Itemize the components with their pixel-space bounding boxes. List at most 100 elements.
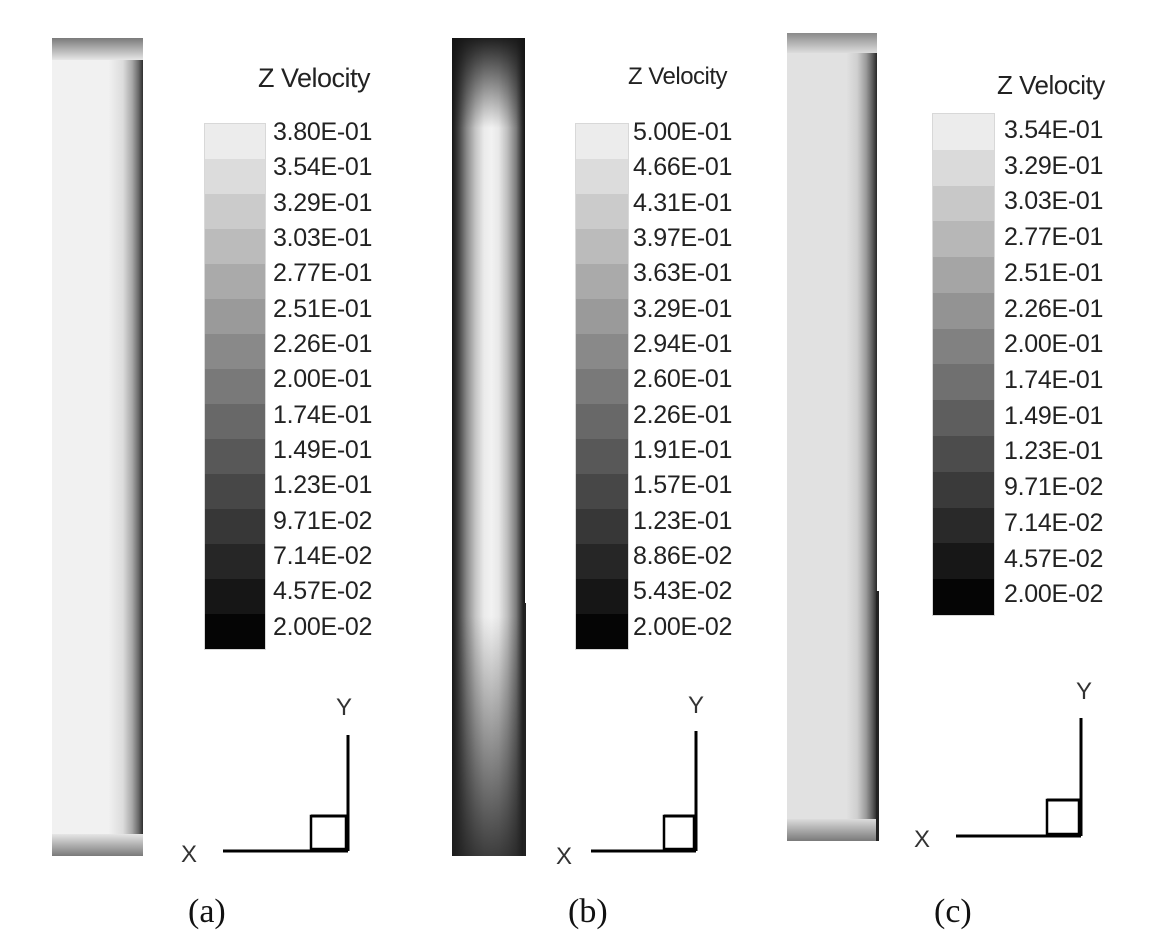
legend-color-band bbox=[933, 579, 994, 615]
legend-color-band bbox=[205, 159, 265, 194]
caption-b: (b) bbox=[568, 893, 608, 930]
legend-tick-label: 1.74E-01 bbox=[273, 400, 373, 429]
legend-ticks-a: 3.80E-01 3.54E-01 3.29E-01 3.03E-01 2.77E-01… bbox=[273, 120, 423, 650]
legend-color-band bbox=[205, 509, 265, 544]
legend-ticks-b: 5.00E-01 4.66E-01 4.31E-01 3.97E-01 3.63E-01… bbox=[633, 120, 763, 650]
legend-tick-label: 5.43E-02 bbox=[633, 577, 733, 606]
legend-color-band bbox=[576, 194, 628, 229]
legend-color-band bbox=[205, 579, 265, 614]
legend-color-band bbox=[933, 221, 994, 258]
legend-color-band bbox=[933, 292, 994, 329]
legend-color-band bbox=[205, 544, 265, 579]
legend-tick-label: 2.26E-01 bbox=[1004, 294, 1104, 323]
axis-label-x-c: X bbox=[914, 826, 931, 853]
legend-tick-label: 4.57E-02 bbox=[1004, 544, 1104, 573]
legend-color-band bbox=[933, 543, 994, 580]
legend-color-band bbox=[576, 509, 628, 544]
legend-tick-label: 3.03E-01 bbox=[273, 224, 373, 252]
legend-color-band bbox=[576, 369, 628, 404]
legend-tick-label: 1.49E-01 bbox=[1004, 401, 1104, 430]
legend-tick-label: 3.03E-01 bbox=[1004, 187, 1104, 216]
legend-tick-label: 4.57E-02 bbox=[273, 577, 373, 606]
legend-tick-label: 2.94E-01 bbox=[633, 330, 733, 358]
color-scale-bar-a bbox=[204, 123, 266, 650]
legend-color-band bbox=[205, 124, 265, 159]
contour-plot-a bbox=[52, 38, 143, 856]
contour-plot-c bbox=[787, 33, 879, 841]
legend-tick-label: 3.29E-01 bbox=[633, 294, 733, 323]
legend-color-band bbox=[576, 334, 628, 369]
legend-tick-label: 3.97E-01 bbox=[633, 224, 733, 252]
legend-tick-label: 3.29E-01 bbox=[273, 188, 373, 217]
legend-tick-label: 9.71E-02 bbox=[1004, 473, 1104, 502]
legend-tick-label: 1.57E-01 bbox=[633, 471, 733, 500]
axis-label-y-b: Y bbox=[688, 692, 705, 719]
legend-tick-label: 7.14E-02 bbox=[1004, 508, 1104, 537]
legend-color-band bbox=[933, 257, 994, 293]
contour-plot-b bbox=[452, 38, 526, 856]
legend-tick-label: 3.54E-01 bbox=[273, 153, 373, 182]
legend-tick-label: 3.63E-01 bbox=[633, 259, 733, 288]
legend-tick-label: 2.00E-02 bbox=[1004, 580, 1104, 609]
legend-color-band bbox=[576, 474, 628, 509]
legend-title-c: Z Velocity bbox=[997, 70, 1105, 100]
legend-color-band bbox=[933, 471, 994, 508]
legend-color-band bbox=[933, 149, 994, 186]
legend-tick-label: 5.00E-01 bbox=[633, 118, 733, 146]
legend-tick-label: 2.77E-01 bbox=[1004, 223, 1104, 252]
legend-tick-label: 1.23E-01 bbox=[273, 471, 373, 500]
legend-tick-label: 2.00E-02 bbox=[273, 612, 373, 641]
axis-label-y-a: Y bbox=[336, 694, 353, 721]
legend-color-band bbox=[205, 439, 265, 474]
axis-label-x-b: X bbox=[556, 843, 573, 870]
legend-color-band bbox=[933, 114, 994, 150]
legend-color-band bbox=[576, 124, 628, 159]
legend-color-band bbox=[205, 264, 265, 299]
legend-tick-label: 2.00E-02 bbox=[633, 612, 733, 641]
legend-tick-label: 2.51E-01 bbox=[1004, 258, 1104, 287]
legend-tick-label: 1.91E-01 bbox=[633, 436, 733, 464]
legend-tick-label: 2.26E-01 bbox=[633, 400, 733, 429]
legend-color-band bbox=[933, 364, 994, 401]
caption-a: (a) bbox=[188, 893, 226, 930]
legend-color-band bbox=[205, 229, 265, 264]
legend-color-band bbox=[576, 264, 628, 299]
legend-tick-label: 3.54E-01 bbox=[1004, 116, 1104, 144]
legend-color-band bbox=[205, 194, 265, 229]
legend-title-a: Z Velocity bbox=[258, 63, 371, 93]
legend-color-band bbox=[933, 400, 994, 437]
legend-tick-label: 4.66E-01 bbox=[633, 153, 733, 182]
legend-color-band bbox=[576, 439, 628, 474]
legend-color-band bbox=[576, 579, 628, 614]
legend-color-band bbox=[205, 474, 265, 509]
legend-color-band bbox=[576, 404, 628, 439]
color-scale-bar-c bbox=[932, 113, 995, 616]
legend-color-band bbox=[205, 404, 265, 439]
color-scale-bar-b bbox=[575, 123, 629, 650]
legend-color-band bbox=[576, 299, 628, 334]
legend-tick-label: 7.14E-02 bbox=[273, 542, 373, 570]
legend-color-band bbox=[205, 299, 265, 334]
legend-color-band bbox=[205, 334, 265, 369]
legend-tick-label: 1.74E-01 bbox=[1004, 366, 1104, 394]
axis-triad-a bbox=[223, 735, 350, 853]
legend-tick-label: 8.86E-02 bbox=[633, 542, 733, 570]
legend-tick-label: 2.60E-01 bbox=[633, 365, 733, 394]
legend-tick-label: 2.77E-01 bbox=[273, 259, 373, 288]
axis-label-y-c: Y bbox=[1076, 678, 1093, 705]
legend-color-band bbox=[576, 229, 628, 264]
legend-color-band bbox=[205, 614, 265, 649]
legend-ticks-c: 3.54E-01 3.29E-01 3.03E-01 2.77E-01 2.51E-01… bbox=[1004, 118, 1149, 618]
legend-tick-label: 1.23E-01 bbox=[1004, 437, 1104, 466]
legend-tick-label: 2.26E-01 bbox=[273, 330, 373, 358]
legend-color-band bbox=[576, 159, 628, 194]
legend-tick-label: 4.31E-01 bbox=[633, 188, 733, 217]
caption-c: (c) bbox=[934, 893, 972, 930]
legend-tick-label: 3.80E-01 bbox=[273, 118, 373, 146]
axis-triad-c bbox=[956, 718, 1083, 838]
legend-color-band bbox=[933, 185, 994, 222]
axis-label-x-a: X bbox=[181, 841, 198, 868]
legend-tick-label: 3.29E-01 bbox=[1004, 151, 1104, 180]
legend-tick-label: 9.71E-02 bbox=[273, 506, 373, 535]
legend-tick-label: 1.49E-01 bbox=[273, 436, 373, 464]
